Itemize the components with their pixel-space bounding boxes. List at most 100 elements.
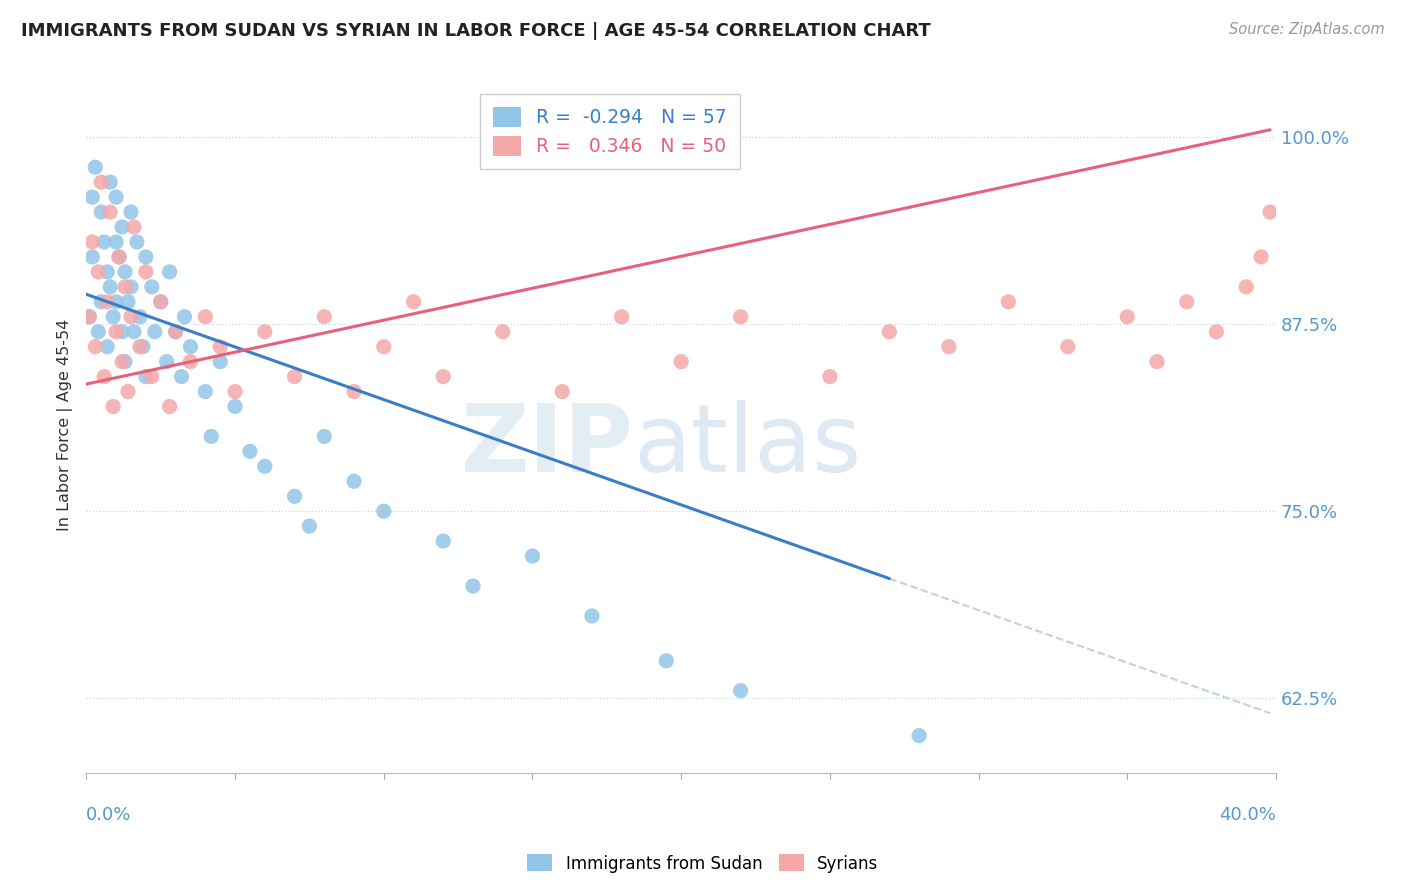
Point [82,250,104,264]
Point [96,340,118,354]
Point [129,310,152,324]
Point [98,205,121,219]
Point [373,340,395,354]
Point [84,340,107,354]
Point [114,280,136,294]
Point [997,294,1019,309]
Point [173,310,195,324]
Point [120,310,142,324]
Point [111,220,134,235]
Point [120,280,142,294]
Point [93,235,115,249]
Point [194,310,217,324]
Point [82,190,104,204]
Point [1250,250,1272,264]
Point [120,205,142,219]
Point [90,294,112,309]
Point [93,369,115,384]
Point [96,294,118,309]
Legend: Immigrants from Sudan, Syrians: Immigrants from Sudan, Syrians [520,847,886,880]
Point [141,280,163,294]
Point [669,354,692,368]
Point [283,489,305,503]
Point [105,235,128,249]
Point [114,354,136,368]
Point [96,265,118,279]
Point [149,294,172,309]
Point [224,384,246,399]
Point [730,310,752,324]
Point [283,369,305,384]
Point [101,400,124,414]
Point [159,265,181,279]
Point [87,325,110,339]
Point [159,400,181,414]
Point [655,654,678,668]
Point [108,250,131,264]
Point [122,220,145,235]
Point [156,354,179,368]
Point [224,400,246,414]
Point [135,265,157,279]
Point [610,310,633,324]
Point [79,310,101,324]
Point [105,325,128,339]
Point [1175,294,1198,309]
Point [165,325,187,339]
Text: Source: ZipAtlas.com: Source: ZipAtlas.com [1229,22,1385,37]
Point [432,534,454,549]
Point [111,354,134,368]
Point [165,325,187,339]
Point [105,294,128,309]
Point [818,369,841,384]
Point [125,235,148,249]
Point [143,325,166,339]
Point [298,519,321,533]
Point [194,384,217,399]
Point [879,325,901,339]
Point [402,294,425,309]
Point [908,729,931,743]
Point [432,369,454,384]
Point [314,429,336,443]
Point [1116,310,1139,324]
Y-axis label: In Labor Force | Age 45-54: In Labor Force | Age 45-54 [58,319,73,532]
Point [1234,280,1257,294]
Point [200,429,222,443]
Point [938,340,960,354]
Point [1205,325,1227,339]
Point [105,190,128,204]
Point [87,265,110,279]
Point [253,325,276,339]
Point [90,175,112,189]
Point [129,340,152,354]
Point [1258,205,1281,219]
Point [82,235,104,249]
Point [101,310,124,324]
Point [179,340,201,354]
Point [90,205,112,219]
Point [135,250,157,264]
Point [581,608,603,623]
Point [108,250,131,264]
Point [239,444,262,458]
Point [314,310,336,324]
Point [98,280,121,294]
Point [253,459,276,474]
Point [1146,354,1168,368]
Point [111,325,134,339]
Legend: R =  -0.294   N = 57, R =   0.346   N = 50: R = -0.294 N = 57, R = 0.346 N = 50 [479,94,740,169]
Point [373,504,395,518]
Point [122,325,145,339]
Text: ZIP: ZIP [461,401,634,492]
Point [522,549,544,563]
Point [84,160,107,174]
Point [114,265,136,279]
Point [141,369,163,384]
Point [343,475,366,489]
Point [179,354,201,368]
Point [1056,340,1078,354]
Point [461,579,484,593]
Point [343,384,366,399]
Point [492,325,515,339]
